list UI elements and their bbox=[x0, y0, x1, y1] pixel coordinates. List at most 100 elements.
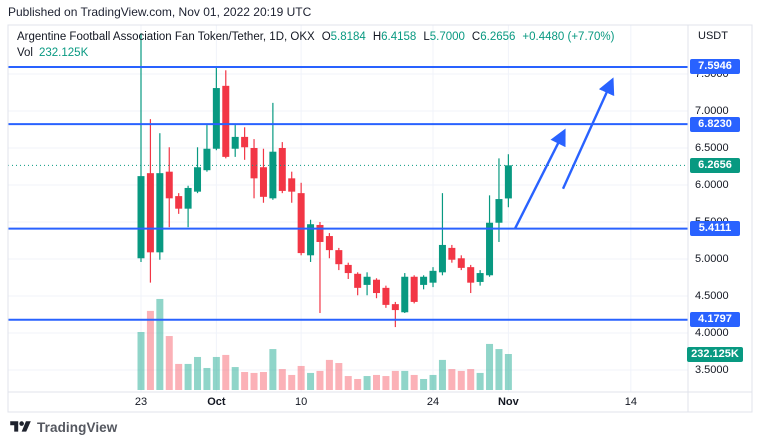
volume-bar bbox=[175, 363, 183, 390]
candle-body bbox=[391, 304, 399, 311]
ohlc-low-value: 5.7000 bbox=[429, 31, 465, 43]
volume-bar bbox=[156, 298, 164, 390]
legend-row-symbol: Argentine Football Association Fan Token… bbox=[17, 30, 615, 45]
last-price-badge: 6.2656 bbox=[690, 157, 740, 173]
volume-bar bbox=[269, 349, 277, 390]
candle-body bbox=[448, 247, 456, 260]
legend: Argentine Football Association Fan Token… bbox=[17, 30, 615, 61]
legend-row-volume: Vol 232.125K bbox=[17, 46, 615, 61]
volume-bar bbox=[194, 356, 202, 390]
volume-bar bbox=[241, 372, 249, 390]
candle-body bbox=[495, 199, 503, 223]
candle-body bbox=[307, 224, 315, 256]
ohlc-close-value: 6.2656 bbox=[480, 31, 516, 43]
ohlc-open-value: 5.8184 bbox=[330, 31, 366, 43]
level-price-badge: 4.1797 bbox=[690, 312, 740, 328]
volume-bar bbox=[363, 376, 371, 390]
volume-bar bbox=[486, 343, 494, 390]
candle-body bbox=[373, 279, 380, 294]
candle-body bbox=[259, 167, 267, 197]
candle-body bbox=[137, 176, 145, 259]
candle-body bbox=[175, 196, 183, 209]
volume-bar bbox=[448, 369, 456, 390]
price-tick: 5.0000 bbox=[695, 253, 729, 265]
price-tick: 7.0000 bbox=[695, 105, 729, 117]
volume-bar bbox=[410, 374, 418, 390]
candle-body bbox=[429, 270, 437, 283]
volume-badge: 232.125K bbox=[687, 346, 743, 362]
volume-bar bbox=[504, 354, 512, 390]
level-price-badge: 5.4111 bbox=[690, 221, 740, 237]
volume-bar bbox=[212, 356, 220, 390]
volume-bar bbox=[373, 374, 380, 390]
candle-body bbox=[194, 167, 202, 192]
volume-bar bbox=[222, 354, 230, 390]
volume-bar bbox=[316, 370, 324, 390]
candle-body bbox=[467, 267, 475, 283]
candle-body bbox=[165, 171, 173, 199]
level-price-badge: 6.8230 bbox=[690, 116, 740, 132]
price-tick: 4.0000 bbox=[695, 327, 729, 339]
time-tick: 10 bbox=[295, 396, 308, 408]
volume-bar bbox=[382, 376, 390, 390]
volume-bar bbox=[476, 372, 484, 390]
candle-body bbox=[146, 173, 154, 253]
tradingview-watermark[interactable]: TradingView bbox=[10, 419, 117, 435]
price-tick: 6.5000 bbox=[695, 142, 729, 154]
volume-bar bbox=[165, 336, 173, 390]
watermark-text: TradingView bbox=[37, 419, 118, 435]
price-tick: 4.5000 bbox=[695, 290, 729, 302]
volume-bar bbox=[401, 370, 409, 390]
volume-bar bbox=[203, 367, 211, 390]
candle-body bbox=[316, 224, 324, 242]
volume-bar bbox=[278, 369, 286, 390]
price-tick: 3.5000 bbox=[695, 364, 729, 376]
candle-body bbox=[382, 287, 390, 305]
volume-bar bbox=[137, 331, 145, 390]
level-price-badge: 7.5946 bbox=[690, 59, 740, 75]
volume-bar bbox=[307, 372, 315, 390]
candle-body bbox=[354, 273, 362, 288]
candle-body bbox=[297, 193, 305, 254]
trend-arrow[interactable] bbox=[513, 128, 566, 230]
volume-bar bbox=[184, 363, 192, 390]
time-tick: 14 bbox=[624, 396, 637, 408]
candle-body bbox=[325, 236, 333, 251]
candle-body bbox=[203, 148, 211, 171]
candle-body bbox=[457, 258, 465, 268]
candle-body bbox=[344, 264, 352, 274]
volume-bar bbox=[259, 372, 267, 390]
candle-body bbox=[363, 276, 371, 285]
candle-body bbox=[222, 85, 230, 157]
tradingview-logo-icon bbox=[10, 421, 31, 432]
symbol-title: Argentine Football Association Fan Token… bbox=[17, 31, 315, 43]
currency-label: USDT bbox=[698, 30, 728, 42]
trend-arrow[interactable] bbox=[561, 77, 615, 190]
candle-body bbox=[269, 151, 277, 199]
ohlc-low-label: L bbox=[423, 31, 430, 43]
candle-body bbox=[241, 136, 249, 148]
volume-bar bbox=[457, 370, 465, 390]
published-line: Published on TradingView.com, Nov 01, 20… bbox=[8, 5, 312, 19]
chart-frame bbox=[7, 24, 753, 413]
change-value: +0.4480 (+7.70%) bbox=[522, 31, 615, 43]
volume-value: 232.125K bbox=[39, 47, 89, 59]
volume-bar bbox=[250, 372, 258, 390]
time-tick: 23 bbox=[134, 396, 148, 408]
volume-bar bbox=[354, 378, 362, 390]
time-tick: Oct bbox=[207, 396, 226, 408]
volume-bar bbox=[467, 369, 475, 390]
volume-bar bbox=[146, 310, 154, 390]
candle-body bbox=[212, 88, 220, 149]
candle-body bbox=[476, 273, 484, 282]
candle-body bbox=[335, 250, 343, 265]
ohlc-high-value: 6.4158 bbox=[381, 31, 417, 43]
price-tick: 6.0000 bbox=[695, 179, 729, 191]
volume-bar bbox=[420, 378, 428, 390]
candle-body bbox=[288, 178, 296, 192]
candle-body bbox=[401, 276, 409, 313]
time-tick: 24 bbox=[426, 396, 440, 408]
volume-bar bbox=[429, 374, 437, 390]
volume-bar bbox=[297, 365, 305, 390]
